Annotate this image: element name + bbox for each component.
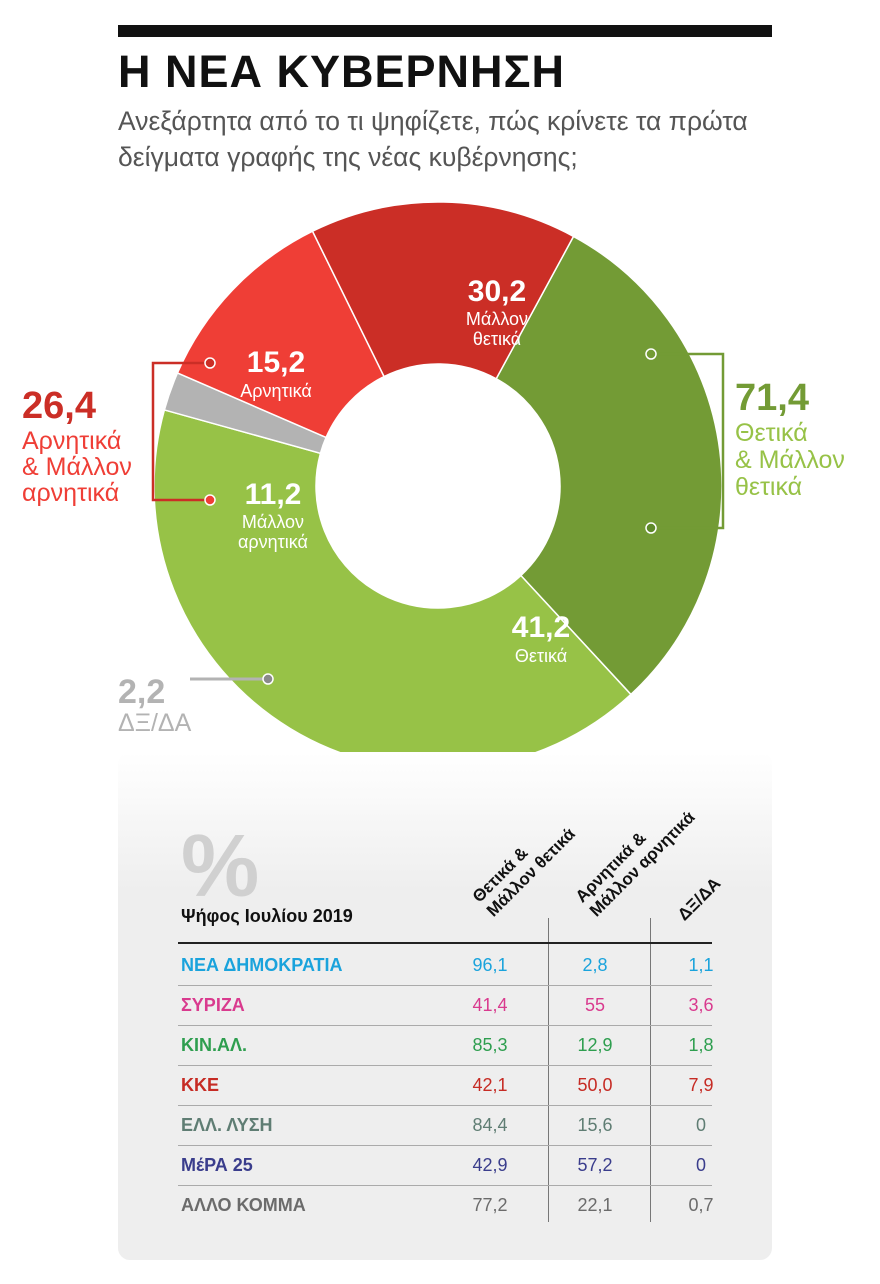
- table-row: ΕΛΛ. ΛΥΣΗ 84,4 15,6 0: [178, 1106, 712, 1146]
- table-row: ΜέΡΑ 25 42,9 57,2 0: [178, 1146, 712, 1186]
- table-cell: 1,8: [688, 1035, 714, 1055]
- table-cell: 0: [695, 1115, 706, 1135]
- negative-bracket: [151, 361, 210, 502]
- slice-category-label: αρνητικά: [238, 532, 308, 552]
- table-cell: 0,7: [688, 1195, 714, 1215]
- table-cell: 84,4: [472, 1115, 508, 1135]
- table-cell: 12,9: [577, 1035, 613, 1055]
- table-cell: 55: [584, 995, 606, 1015]
- slice-value-label: 11,2: [245, 478, 302, 511]
- negative-group-label: αρνητικά: [22, 479, 119, 507]
- table-cell: 15,6: [577, 1115, 613, 1135]
- column-divider: [548, 918, 549, 1222]
- header-rule: [178, 942, 712, 944]
- donut-chart: 30,2Μάλλονθετικά41,2Θετικά11,2Μάλλοναρνη…: [22, 201, 845, 771]
- page-title: Η ΝΕΑ ΚΥΒΕΡΝΗΣΗ: [118, 46, 566, 97]
- table-cell: 7,9: [688, 1075, 714, 1095]
- table-row: ΚΙΝ.ΑΛ. 85,3 12,9 1,8: [178, 1026, 714, 1066]
- party-name: ΝΕΑ ΔΗΜΟΚΡΑΤΙΑ: [181, 955, 343, 975]
- table-cell: 96,1: [472, 955, 508, 975]
- table-cell: 1,1: [688, 955, 714, 975]
- dk-value-label: 2,2: [118, 673, 165, 711]
- party-name: ΚΙΝ.ΑΛ.: [181, 1035, 248, 1055]
- table-row: ΚΚΕ 42,1 50,0 7,9: [178, 1066, 714, 1106]
- negative-group-value: 26,4: [22, 385, 96, 427]
- dk-category-label: ΔΞ/ΔΑ: [118, 709, 192, 737]
- table-cell: 41,4: [472, 995, 508, 1015]
- party-name: ΜέΡΑ 25: [181, 1155, 253, 1175]
- percent-symbol: %: [181, 816, 260, 915]
- table-cell: 2,8: [582, 955, 608, 975]
- slice-category-label: Αρνητικά: [240, 381, 312, 401]
- table-cell: 57,2: [577, 1155, 613, 1175]
- slice-category-label: θετικά: [473, 329, 521, 349]
- negative-group-label: Αρνητικά: [22, 427, 121, 455]
- slice-category-label: Θετικά: [515, 646, 567, 666]
- negative-group-label: & Μάλλον: [22, 453, 132, 481]
- row-divider: [178, 1065, 712, 1066]
- table-cell: 0: [695, 1155, 706, 1175]
- party-name: ΣΥΡΙΖΑ: [181, 995, 245, 1015]
- party-name: ΚΚΕ: [181, 1075, 220, 1095]
- top-rule: [118, 25, 772, 37]
- row-divider: [178, 985, 712, 986]
- positive-bracket: [651, 352, 725, 530]
- positive-bracket-dot: [645, 348, 657, 360]
- table-cell: 42,1: [472, 1075, 508, 1095]
- donut-slice-4: [311, 201, 575, 380]
- row-divider: [178, 1105, 712, 1106]
- breakdown-panel: [118, 752, 772, 1260]
- positive-group-label: θετικά: [735, 473, 802, 501]
- row-divider: [178, 1025, 712, 1026]
- row-divider: [178, 1185, 712, 1186]
- table-cell: 3,6: [688, 995, 714, 1015]
- row-divider: [178, 1145, 712, 1146]
- donut-slice-0: [495, 235, 723, 696]
- table-cell: 77,2: [472, 1195, 508, 1215]
- party-name: ΑΛΛΟ ΚΟΜΜΑ: [181, 1195, 306, 1215]
- positive-group-label: & Μάλλον: [735, 446, 845, 474]
- positive-bracket-dot: [645, 522, 657, 534]
- table-cell: 50,0: [577, 1075, 613, 1095]
- table-row: ΝΕΑ ΔΗΜΟΚΡΑΤΙΑ 96,1 2,8 1,1: [178, 946, 714, 986]
- row-header-label: Ψήφος Ιουλίου 2019: [181, 906, 353, 926]
- positive-group-value: 71,4: [735, 377, 809, 419]
- negative-bracket-dot: [204, 494, 216, 506]
- slice-value-label: 41,2: [512, 611, 570, 644]
- table-cell: 42,9: [472, 1155, 508, 1175]
- slice-value-label: 15,2: [247, 346, 305, 379]
- dk-leader-dot: [262, 673, 274, 685]
- slice-category-label: Μάλλον: [466, 309, 528, 329]
- slice-category-label: Μάλλον: [242, 512, 304, 532]
- positive-group-label: Θετικά: [735, 419, 808, 447]
- donut-slice-3: [176, 230, 386, 439]
- party-name: ΕΛΛ. ΛΥΣΗ: [181, 1115, 273, 1135]
- table-row: ΑΛΛΟ ΚΟΜΜΑ 77,2 22,1 0,7: [178, 1186, 714, 1226]
- table-cell: 22,1: [577, 1195, 613, 1215]
- page-subtitle: Ανεξάρτητα από το τι ψηφίζετε, πώς κρίνε…: [118, 106, 748, 172]
- table-cell: 85,3: [472, 1035, 508, 1055]
- table-row: ΣΥΡΙΖΑ 41,4 55 3,6: [178, 986, 714, 1026]
- slice-value-label: 30,2: [468, 275, 526, 308]
- negative-bracket-dot: [204, 357, 216, 369]
- column-divider: [650, 918, 651, 1222]
